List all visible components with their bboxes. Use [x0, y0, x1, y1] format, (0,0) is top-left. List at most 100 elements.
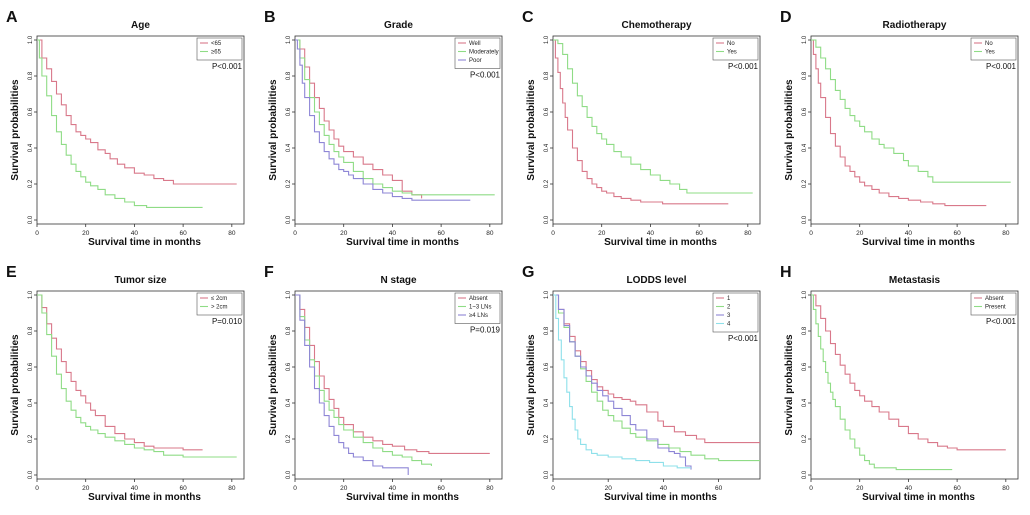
- x-tick-label: 80: [486, 230, 494, 237]
- y-tick-label: 0.0: [802, 215, 808, 224]
- x-tick-label: 20: [340, 485, 348, 492]
- y-tick-label: 0.8: [28, 71, 34, 80]
- y-tick-label: 0.4: [286, 398, 292, 407]
- x-tick-label: 60: [954, 230, 962, 237]
- chart-title: Metastasis: [889, 275, 941, 286]
- legend-label: Absent: [469, 296, 488, 302]
- x-tick-label: 0: [35, 485, 39, 492]
- chart-title: Chemotherapy: [621, 20, 691, 31]
- y-tick-label: 1.0: [286, 35, 292, 44]
- y-tick-label: 0.4: [802, 143, 808, 152]
- x-tick-label: 40: [905, 230, 913, 237]
- y-tick-label: 0.2: [802, 179, 808, 188]
- y-tick-label: 0.4: [544, 398, 550, 407]
- legend-box: [196, 37, 243, 61]
- legend-box: [712, 37, 759, 61]
- y-tick-label: 0.2: [286, 434, 292, 443]
- panel-letter: E: [6, 264, 17, 281]
- plot-frame: [810, 35, 1019, 225]
- y-tick-label: 0.8: [544, 71, 550, 80]
- x-tick-label: 60: [180, 230, 188, 237]
- x-tick-label: 0: [809, 230, 813, 237]
- x-tick-label: 0: [551, 230, 555, 237]
- y-tick-label: 1.0: [286, 290, 292, 299]
- x-tick-label: 40: [389, 485, 397, 492]
- x-tick-label: 20: [856, 230, 864, 237]
- x-axis-label: Survival time in months: [346, 237, 459, 248]
- x-tick-label: 20: [82, 230, 90, 237]
- survival-curve-1: [811, 39, 987, 207]
- legend-box: [712, 292, 759, 333]
- legend-label: 2: [727, 305, 731, 311]
- y-tick-label: 0.6: [28, 362, 34, 371]
- panel-letter: H: [780, 264, 792, 281]
- y-tick-label: 0.4: [544, 143, 550, 152]
- panel-h: H Metastasis 0.0 0.2 0.4 0.6 0.8 1.0 0 20 40 60 80 Su…: [780, 264, 1019, 503]
- y-tick-label: 0.4: [286, 143, 292, 152]
- legend-label: Poor: [469, 58, 482, 64]
- chart-title: LODDS level: [626, 275, 686, 286]
- y-tick-label: 0.2: [802, 434, 808, 443]
- y-tick-label: 0.4: [28, 143, 34, 152]
- y-tick-label: 0.0: [28, 470, 34, 479]
- panel-letter: B: [264, 9, 276, 26]
- y-tick-label: 0.2: [28, 179, 34, 188]
- plot-frame: [294, 290, 503, 480]
- x-tick-label: 20: [82, 485, 90, 492]
- plot-frame: [36, 35, 245, 225]
- legend-box: [196, 292, 243, 316]
- y-tick-label: 0.2: [28, 434, 34, 443]
- x-axis-label: Survival time in months: [88, 237, 201, 248]
- chart-title: Radiotherapy: [883, 20, 947, 31]
- chart-title: Tumor size: [114, 275, 166, 286]
- legend-label: Absent: [985, 296, 1004, 302]
- x-axis-label: Survival time in months: [604, 492, 717, 503]
- x-tick-label: 40: [905, 485, 913, 492]
- p-value: P<0.001: [212, 62, 243, 71]
- x-tick-label: 60: [438, 485, 446, 492]
- x-tick-label: 0: [809, 485, 813, 492]
- legend-label: 3: [727, 313, 731, 319]
- x-tick-label: 60: [715, 485, 723, 492]
- survival-curve-2: [37, 39, 203, 208]
- y-tick-label: 0.8: [286, 326, 292, 335]
- x-tick-label: 40: [647, 230, 655, 237]
- y-tick-label: 0.6: [28, 107, 34, 116]
- y-axis-label: Survival probabilities: [784, 334, 795, 436]
- chart-title: N stage: [380, 275, 417, 286]
- x-tick-label: 20: [340, 230, 348, 237]
- y-tick-label: 0.0: [286, 470, 292, 479]
- y-tick-label: 0.8: [286, 71, 292, 80]
- survival-curve-3: [553, 294, 692, 470]
- panel-b: B Grade 0.0 0.2 0.4 0.6 0.8 1.0 0 20 40 60 80 Surviva…: [264, 9, 503, 248]
- y-tick-label: 0.4: [802, 398, 808, 407]
- plot-frame: [36, 290, 245, 480]
- legend-label: Yes: [985, 50, 995, 56]
- panel-c: C Chemotherapy 0.0 0.2 0.4 0.6 0.8 1.0 0 20 40 60 80…: [522, 9, 761, 248]
- y-tick-label: 0.0: [802, 470, 808, 479]
- y-tick-label: 1.0: [28, 290, 34, 299]
- panel-e: E Tumor size 0.0 0.2 0.4 0.6 0.8 1.0 0 20 40 60 80 Su…: [6, 264, 245, 503]
- x-tick-label: 0: [551, 485, 555, 492]
- survival-curve-2: [811, 294, 953, 471]
- x-tick-label: 60: [180, 485, 188, 492]
- y-tick-label: 0.8: [802, 326, 808, 335]
- y-axis-label: Survival probabilities: [526, 334, 537, 436]
- x-tick-label: 60: [438, 230, 446, 237]
- x-tick-label: 0: [293, 485, 297, 492]
- x-axis-label: Survival time in months: [604, 237, 717, 248]
- x-tick-label: 40: [660, 485, 668, 492]
- chart-title: Age: [131, 20, 150, 31]
- p-value: P<0.001: [986, 62, 1017, 71]
- x-axis-label: Survival time in months: [346, 492, 459, 503]
- y-tick-label: 0.4: [28, 398, 34, 407]
- legend-label: Moderately: [469, 50, 499, 56]
- p-value: P<0.001: [470, 71, 501, 80]
- survival-curve-1: [811, 294, 1006, 451]
- panel-letter: G: [522, 264, 534, 281]
- survival-curve-2: [553, 39, 753, 194]
- x-tick-label: 80: [228, 230, 236, 237]
- panel-letter: D: [780, 9, 792, 26]
- panel-letter: F: [264, 264, 274, 281]
- panel-a: A Age 0.0 0.2 0.4 0.6 0.8 1.0 0 20 40 60 80 Survival …: [6, 9, 245, 248]
